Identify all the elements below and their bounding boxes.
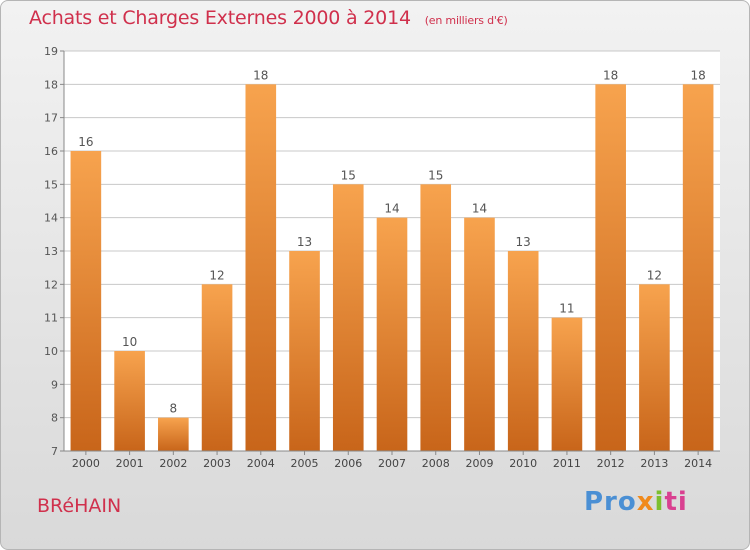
- x-tick-label: 2005: [291, 457, 319, 470]
- x-tick-label: 2010: [509, 457, 537, 470]
- data-label: 16: [78, 135, 93, 149]
- y-tick-label: 15: [44, 178, 58, 191]
- y-tick-label: 12: [44, 278, 58, 291]
- data-label: 12: [209, 268, 224, 282]
- y-tick-label: 7: [51, 445, 58, 458]
- bar-2014: [682, 84, 714, 451]
- x-tick-label: 2004: [247, 457, 275, 470]
- bar-2004: [245, 84, 277, 451]
- chart-title: Achats et Charges Externes 2000 à 2014 (…: [29, 7, 508, 29]
- bar-2012: [595, 84, 626, 451]
- bar-2009: [464, 217, 495, 451]
- data-label: 10: [122, 335, 137, 349]
- x-tick-label: 2000: [72, 457, 100, 470]
- x-tick-label: 2011: [553, 457, 581, 470]
- bar-2005: [289, 251, 320, 451]
- x-tick-label: 2013: [640, 457, 668, 470]
- bar-2003: [201, 284, 233, 451]
- x-tick-label: 2008: [422, 457, 450, 470]
- data-label: 18: [603, 68, 618, 82]
- x-tick-label: 2007: [378, 457, 406, 470]
- bar-2010: [507, 251, 539, 451]
- logo-part-2: x: [636, 487, 655, 517]
- y-tick-label: 17: [44, 112, 58, 125]
- data-label: 14: [472, 202, 487, 216]
- bar-2002: [158, 417, 189, 451]
- y-tick-label: 18: [44, 78, 58, 91]
- logo-part-3: i: [654, 487, 665, 517]
- bar-2007: [376, 217, 408, 451]
- y-tick-label: 14: [44, 212, 58, 225]
- logo-part-4: ti: [664, 487, 688, 517]
- data-label: 18: [253, 68, 268, 82]
- title-text: Achats et Charges Externes 2000 à 2014: [29, 7, 411, 29]
- bars: 16 10 8 12 18 13 15 14 15 14 13 11 18 12 18: [70, 68, 714, 452]
- x-tick-label: 2014: [684, 457, 712, 470]
- bar-2008: [420, 184, 452, 452]
- y-tick-label: 11: [44, 312, 58, 325]
- bar-2000: [70, 151, 102, 451]
- bar-2006: [332, 184, 364, 452]
- data-label: 15: [428, 168, 443, 182]
- logo-part-1: Pro: [584, 487, 637, 517]
- axes: 7 8 9 10 11 12 13 14 15 16 17 18 19 2000 2001 2002 2003 2…: [44, 45, 720, 470]
- x-tick-label: 2002: [159, 457, 187, 470]
- title-unit: (en milliers d'€): [424, 14, 508, 27]
- y-tick-label: 8: [51, 412, 58, 425]
- bar-2013: [639, 284, 670, 451]
- y-tick-label: 13: [44, 245, 58, 258]
- bar-2011: [551, 317, 583, 451]
- data-label: 11: [559, 302, 574, 316]
- x-tick-label: 2012: [597, 457, 625, 470]
- data-label: 8: [170, 402, 178, 416]
- proxiti-logo[interactable]: Proxiti: [584, 487, 688, 517]
- data-label: 13: [516, 235, 531, 249]
- x-tick-label: 2001: [116, 457, 144, 470]
- y-tick-label: 19: [44, 45, 58, 58]
- y-tick-label: 9: [51, 378, 58, 391]
- x-tick-label: 2003: [203, 457, 231, 470]
- y-tick-label: 10: [44, 345, 58, 358]
- commune-name: BRéHAIN: [37, 495, 122, 517]
- data-label: 15: [341, 168, 356, 182]
- y-tick-label: 16: [44, 145, 58, 158]
- bar-2001: [114, 351, 145, 451]
- data-label: 14: [384, 202, 399, 216]
- data-label: 12: [647, 268, 662, 282]
- x-tick-label: 2009: [465, 457, 493, 470]
- x-tick-label: 2006: [334, 457, 362, 470]
- data-label: 18: [690, 68, 705, 82]
- data-label: 13: [297, 235, 312, 249]
